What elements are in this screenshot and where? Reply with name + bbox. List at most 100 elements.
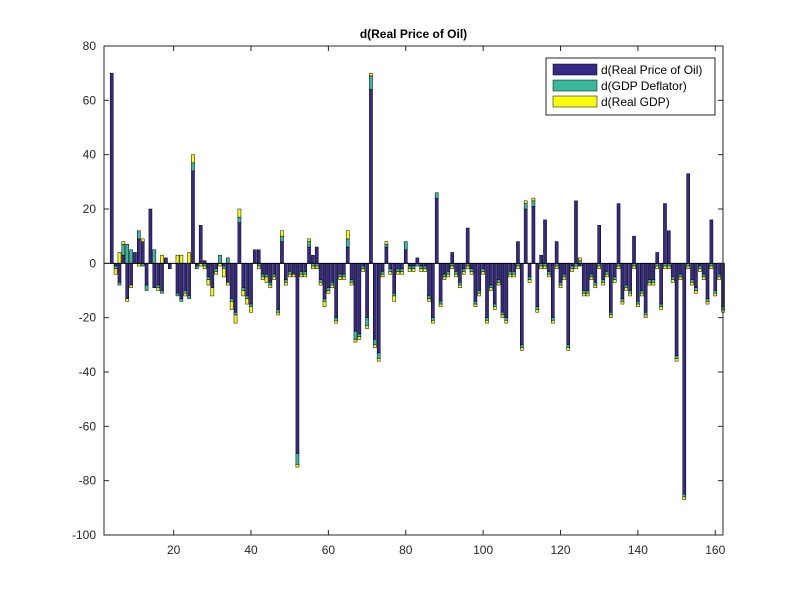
bar-gdp bbox=[318, 282, 323, 286]
bar-deflator bbox=[473, 301, 478, 305]
bar-gdp bbox=[241, 290, 246, 297]
bar-oil bbox=[380, 263, 385, 272]
bar-oil bbox=[535, 263, 540, 308]
bar-oil bbox=[612, 263, 617, 278]
bar-oil bbox=[229, 263, 234, 299]
bar-gdp bbox=[705, 301, 710, 305]
bar-gdp bbox=[713, 292, 718, 297]
bar-gdp bbox=[330, 284, 335, 289]
bar-gdp bbox=[342, 276, 346, 280]
bar-oil bbox=[531, 206, 536, 264]
bar-gdp bbox=[303, 273, 307, 278]
bar-gdp bbox=[307, 238, 311, 242]
bar-gdp bbox=[438, 303, 443, 308]
bar-gdp bbox=[431, 320, 435, 324]
y-tick-label: 80 bbox=[83, 39, 97, 53]
bar-oil bbox=[342, 263, 346, 275]
bar-deflator bbox=[481, 268, 485, 272]
bar-gdp bbox=[508, 273, 513, 278]
bar-oil bbox=[489, 263, 493, 286]
bar-deflator bbox=[651, 279, 656, 283]
bar-deflator bbox=[191, 162, 195, 172]
bar-gdp bbox=[697, 268, 702, 272]
bar-gdp bbox=[678, 276, 683, 280]
bar-gdp bbox=[647, 282, 652, 286]
bar-deflator bbox=[338, 273, 342, 278]
bar-gdp bbox=[686, 265, 690, 270]
bar-gdp bbox=[237, 208, 242, 218]
bar-deflator bbox=[558, 282, 563, 286]
bar-gdp bbox=[407, 268, 412, 272]
bar-deflator bbox=[531, 200, 536, 207]
bar-deflator bbox=[585, 290, 590, 294]
bar-gdp bbox=[384, 241, 389, 245]
bar-oil bbox=[520, 263, 524, 346]
bar-oil bbox=[144, 263, 149, 286]
bar-gdp bbox=[663, 265, 667, 270]
bar-gdp bbox=[462, 271, 466, 275]
bar-deflator bbox=[245, 295, 249, 299]
bar-gdp bbox=[670, 279, 675, 283]
bar-gdp bbox=[442, 276, 447, 280]
bar-gdp bbox=[160, 254, 164, 264]
bar-gdp bbox=[392, 295, 396, 302]
bar-deflator bbox=[349, 279, 354, 283]
bar-deflator bbox=[264, 273, 269, 278]
bar-deflator bbox=[330, 282, 335, 286]
bar-oil bbox=[647, 263, 652, 280]
y-tick-label: 40 bbox=[83, 148, 97, 162]
bar-oil bbox=[396, 263, 400, 270]
bar-oil bbox=[226, 263, 230, 283]
bar-deflator bbox=[268, 282, 273, 286]
bar-oil bbox=[678, 263, 683, 275]
bar-deflator bbox=[222, 265, 226, 270]
bar-deflator bbox=[373, 339, 377, 346]
bar-oil bbox=[109, 72, 114, 264]
bar-oil bbox=[589, 263, 594, 275]
bar-oil bbox=[206, 263, 211, 278]
bar-deflator bbox=[365, 317, 369, 327]
bar-gdp bbox=[477, 292, 482, 297]
bar-deflator bbox=[678, 273, 683, 278]
bar-oil bbox=[686, 173, 690, 264]
bar-gdp bbox=[326, 290, 331, 294]
x-tick-label: 160 bbox=[705, 543, 725, 557]
bar-oil bbox=[388, 263, 393, 270]
bar-deflator bbox=[523, 203, 528, 210]
x-tick-label: 120 bbox=[550, 543, 570, 557]
bar-gdp bbox=[601, 282, 605, 286]
legend-label-gdp: d(Real GDP) bbox=[601, 95, 670, 109]
bar-oil bbox=[133, 252, 137, 264]
bar-oil bbox=[125, 263, 130, 299]
bar-oil bbox=[558, 263, 563, 283]
bar-gdp bbox=[558, 284, 563, 289]
bar-oil bbox=[314, 246, 319, 264]
bar-deflator bbox=[361, 265, 366, 270]
bar-deflator bbox=[694, 287, 698, 291]
bar-gdp bbox=[520, 347, 524, 351]
bar-oil bbox=[543, 219, 547, 264]
bar-gdp bbox=[659, 306, 663, 310]
bar-deflator bbox=[581, 290, 586, 294]
bar-gdp bbox=[609, 314, 613, 318]
bar-oil bbox=[462, 263, 466, 270]
bar-deflator bbox=[690, 279, 694, 283]
bar-oil bbox=[152, 263, 157, 289]
bar-deflator bbox=[380, 271, 385, 275]
bar-oil bbox=[129, 263, 133, 286]
bar-gdp bbox=[338, 276, 342, 280]
bar-oil bbox=[287, 263, 292, 272]
bar-oil bbox=[597, 225, 601, 264]
bar-oil bbox=[241, 263, 246, 289]
bar-oil bbox=[454, 263, 458, 272]
bar-gdp bbox=[369, 72, 373, 77]
bar-deflator bbox=[322, 298, 327, 302]
bar-gdp bbox=[690, 282, 694, 286]
bar-deflator bbox=[697, 265, 702, 270]
bar-gdp bbox=[566, 347, 571, 351]
bar-deflator bbox=[160, 290, 164, 294]
bar-deflator bbox=[593, 282, 598, 286]
bar-gdp bbox=[260, 276, 265, 280]
bar-deflator bbox=[229, 298, 234, 302]
bar-oil bbox=[523, 208, 528, 264]
